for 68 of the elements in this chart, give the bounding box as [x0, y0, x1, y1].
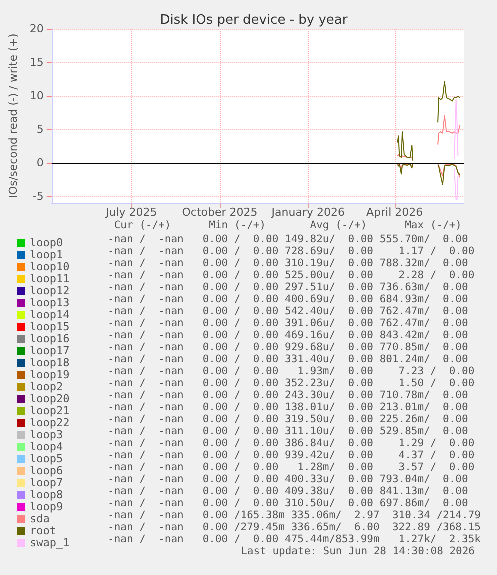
legend-label: swap_1 [30, 536, 70, 550]
text: -nan / -nan 0.00 / 0.00 728.69u/ 0.00 1.17 / 0.00 [108, 246, 475, 258]
legend-label: loop20 [30, 392, 70, 406]
line-series [454, 98, 459, 160]
text: -nan / -nan 0.00 / 0.00 310.19u/ 0.00 788.32m/ 0.00 [108, 258, 468, 270]
text: -nan / -nan 0.00 / 0.00 475.44m/853.99m 1.27k/ 2.35k [108, 534, 482, 546]
text: -nan / -nan 0.00 / 0.00 149.82u/ 0.00 555.70m/ 0.00 [108, 234, 468, 246]
legend-label: loop7 [30, 476, 64, 490]
y-tick-label: -5 [32, 190, 44, 203]
legend-label: loop18 [30, 356, 70, 370]
legend-label: loop22 [30, 416, 70, 430]
y-tick-label: 15 [30, 56, 44, 69]
legend-label: loop4 [30, 440, 64, 454]
text: Last update: Sun Jun 28 14:30:08 2026 [241, 546, 476, 558]
text: -nan / -nan 0.00 / 0.00 409.38u/ 0.00 841.13m/ 0.00 [108, 486, 468, 498]
text: -nan / -nan 0.00 / 0.00 311.10u/ 0.00 529.85m/ 0.00 [108, 426, 468, 438]
legend-label: loop3 [30, 428, 64, 442]
text: -nan / -nan 0.00 / 0.00 1.93m/ 0.00 7.23 / 0.00 [108, 366, 475, 378]
y-tick-label: 20 [30, 22, 44, 36]
legend-label: root [30, 524, 56, 538]
x-tick-label: April 2026 [366, 206, 424, 219]
text: -nan / -nan 0.00 /279.45m 336.65m/ 6.00 322.89 /368.15 [108, 522, 481, 534]
text: -nan / -nan 0.00 /165.38m 335.06m/ 2.97 310.34 /214.79 [108, 510, 481, 522]
legend-label: loop21 [30, 404, 70, 418]
legend-label: loop13 [30, 296, 70, 310]
legend-label: loop6 [30, 464, 64, 478]
text: Cur (-/+) Min (-/+) Avg (-/+) Max (-/+) [108, 220, 462, 232]
legend-label: loop8 [30, 488, 64, 502]
x-tick-label: July 2025 [104, 206, 158, 219]
text: -nan / -nan 0.00 / 0.00 400.33u/ 0.00 793.04m/ 0.00 [108, 474, 468, 486]
text: -nan / -nan 0.00 / 0.00 542.40u/ 0.00 762.47m/ 0.00 [108, 306, 468, 318]
y-axis-title: IOs/second read (-) / write (+) [7, 34, 20, 198]
legend-label: loop11 [30, 272, 70, 286]
legend-label: loop16 [30, 332, 70, 346]
text: -nan / -nan 0.00 / 0.00 386.84u/ 0.00 1.29 / 0.00 [108, 438, 475, 450]
legend-label: loop9 [30, 500, 64, 514]
text: -nan / -nan 0.00 / 0.00 469.16u/ 0.00 843.42m/ 0.00 [108, 330, 468, 342]
chart-title: Disk IOs per device - by year [160, 13, 348, 28]
text: -nan / -nan 0.00 / 0.00 929.68u/ 0.00 770.85m/ 0.00 [108, 342, 468, 354]
text: -nan / -nan 0.00 / 0.00 243.30u/ 0.00 710.78m/ 0.00 [108, 390, 468, 402]
text: -nan / -nan 0.00 / 0.00 1.28m/ 0.00 3.57 / 0.00 [108, 462, 475, 474]
text: -nan / -nan 0.00 / 0.00 391.06u/ 0.00 762.47m/ 0.00 [108, 318, 468, 330]
legend-label: loop10 [30, 260, 70, 274]
legend-label: loop0 [30, 236, 64, 250]
line-series [454, 169, 459, 200]
legend-label: loop19 [30, 368, 70, 382]
y-tick-label: 0 [36, 156, 44, 170]
legend-label: loop14 [30, 308, 70, 322]
legend-label: loop12 [30, 284, 70, 298]
text: -nan / -nan 0.00 / 0.00 352.23u/ 0.00 1.50 / 0.00 [108, 378, 475, 390]
text: -nan / -nan 0.00 / 0.00 310.50u/ 0.00 697.86m/ 0.00 [108, 498, 468, 510]
text: -nan / -nan 0.00 / 0.00 138.01u/ 0.00 213.01m/ 0.00 [108, 402, 468, 414]
legend-label: loop2 [30, 380, 64, 394]
text: -nan / -nan 0.00 / 0.00 525.00u/ 0.00 2.28 / 0.00 [108, 270, 475, 282]
legend-label: loop17 [30, 344, 70, 358]
legend-label: loop1 [30, 248, 64, 262]
y-tick-label: 5 [36, 122, 44, 136]
legend-label: loop15 [30, 320, 70, 334]
text: -nan / -nan 0.00 / 0.00 939.42u/ 0.00 4.37 / 0.00 [108, 450, 475, 462]
text: -nan / -nan 0.00 / 0.00 331.40u/ 0.00 801.24m/ 0.00 [108, 354, 468, 366]
x-tick-label: October 2025 [182, 206, 258, 219]
text: -nan / -nan 0.00 / 0.00 297.51u/ 0.00 736.63m/ 0.00 [108, 282, 468, 294]
legend-label: sda [30, 512, 50, 526]
legend-label: loop5 [30, 452, 64, 466]
x-tick-label: January 2026 [270, 206, 345, 219]
y-tick-label: 10 [30, 89, 44, 102]
text: -nan / -nan 0.00 / 0.00 319.50u/ 0.00 225.26m/ 0.00 [108, 414, 468, 426]
text: -nan / -nan 0.00 / 0.00 400.69u/ 0.00 684.93m/ 0.00 [108, 294, 468, 306]
